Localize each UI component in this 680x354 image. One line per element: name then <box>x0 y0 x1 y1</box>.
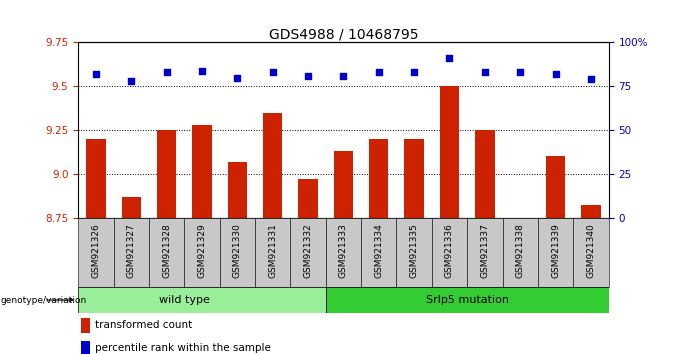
Bar <box>157 130 176 218</box>
FancyBboxPatch shape <box>114 218 149 287</box>
Text: wild type: wild type <box>159 295 209 305</box>
FancyBboxPatch shape <box>184 218 220 287</box>
FancyBboxPatch shape <box>361 218 396 287</box>
Text: GSM921330: GSM921330 <box>233 223 242 278</box>
Point <box>303 73 313 79</box>
Text: percentile rank within the sample: percentile rank within the sample <box>95 343 271 353</box>
Point <box>409 69 420 75</box>
Point <box>550 71 561 77</box>
FancyBboxPatch shape <box>573 218 609 287</box>
FancyBboxPatch shape <box>149 218 184 287</box>
Text: GSM921332: GSM921332 <box>303 223 313 278</box>
Point <box>373 69 384 75</box>
Bar <box>581 205 600 218</box>
Text: GSM921326: GSM921326 <box>91 223 101 278</box>
Bar <box>475 130 494 218</box>
Text: transformed count: transformed count <box>95 320 192 330</box>
Point <box>515 69 526 75</box>
Bar <box>86 139 105 218</box>
FancyBboxPatch shape <box>432 218 467 287</box>
Bar <box>440 86 459 218</box>
Point <box>161 69 172 75</box>
Title: GDS4988 / 10468795: GDS4988 / 10468795 <box>269 27 418 41</box>
Text: GSM921328: GSM921328 <box>162 223 171 278</box>
FancyBboxPatch shape <box>467 218 503 287</box>
Bar <box>78 287 326 313</box>
Point <box>479 69 490 75</box>
Bar <box>192 125 211 218</box>
Text: GSM921338: GSM921338 <box>515 223 525 278</box>
Text: GSM921337: GSM921337 <box>480 223 490 278</box>
Bar <box>546 156 565 218</box>
FancyBboxPatch shape <box>78 218 114 287</box>
Bar <box>81 341 90 354</box>
FancyBboxPatch shape <box>326 218 361 287</box>
Text: GSM921334: GSM921334 <box>374 223 384 278</box>
Bar <box>369 139 388 218</box>
FancyBboxPatch shape <box>220 218 255 287</box>
Point <box>267 69 278 75</box>
Text: GSM921339: GSM921339 <box>551 223 560 278</box>
Bar <box>228 162 247 218</box>
Point <box>197 68 207 73</box>
FancyBboxPatch shape <box>290 218 326 287</box>
Text: GSM921336: GSM921336 <box>445 223 454 278</box>
Text: Srlp5 mutation: Srlp5 mutation <box>426 295 509 305</box>
Text: GSM921333: GSM921333 <box>339 223 348 278</box>
Point <box>444 56 455 61</box>
FancyBboxPatch shape <box>503 218 538 287</box>
Point <box>126 78 137 84</box>
Text: GSM921331: GSM921331 <box>268 223 277 278</box>
FancyBboxPatch shape <box>255 218 290 287</box>
Point <box>585 76 596 82</box>
Bar <box>263 113 282 218</box>
Bar <box>334 151 353 218</box>
Bar <box>326 287 609 313</box>
Bar <box>405 139 424 218</box>
Bar <box>81 318 90 333</box>
Text: GSM921327: GSM921327 <box>126 223 136 278</box>
Text: GSM921335: GSM921335 <box>409 223 419 278</box>
Point <box>90 71 101 77</box>
Bar <box>122 197 141 218</box>
Bar <box>299 179 318 218</box>
Text: GSM921329: GSM921329 <box>197 223 207 278</box>
FancyBboxPatch shape <box>396 218 432 287</box>
Text: genotype/variation: genotype/variation <box>1 296 87 304</box>
Text: GSM921340: GSM921340 <box>586 223 596 278</box>
Point <box>232 75 243 80</box>
FancyBboxPatch shape <box>538 218 573 287</box>
Point <box>338 73 349 79</box>
